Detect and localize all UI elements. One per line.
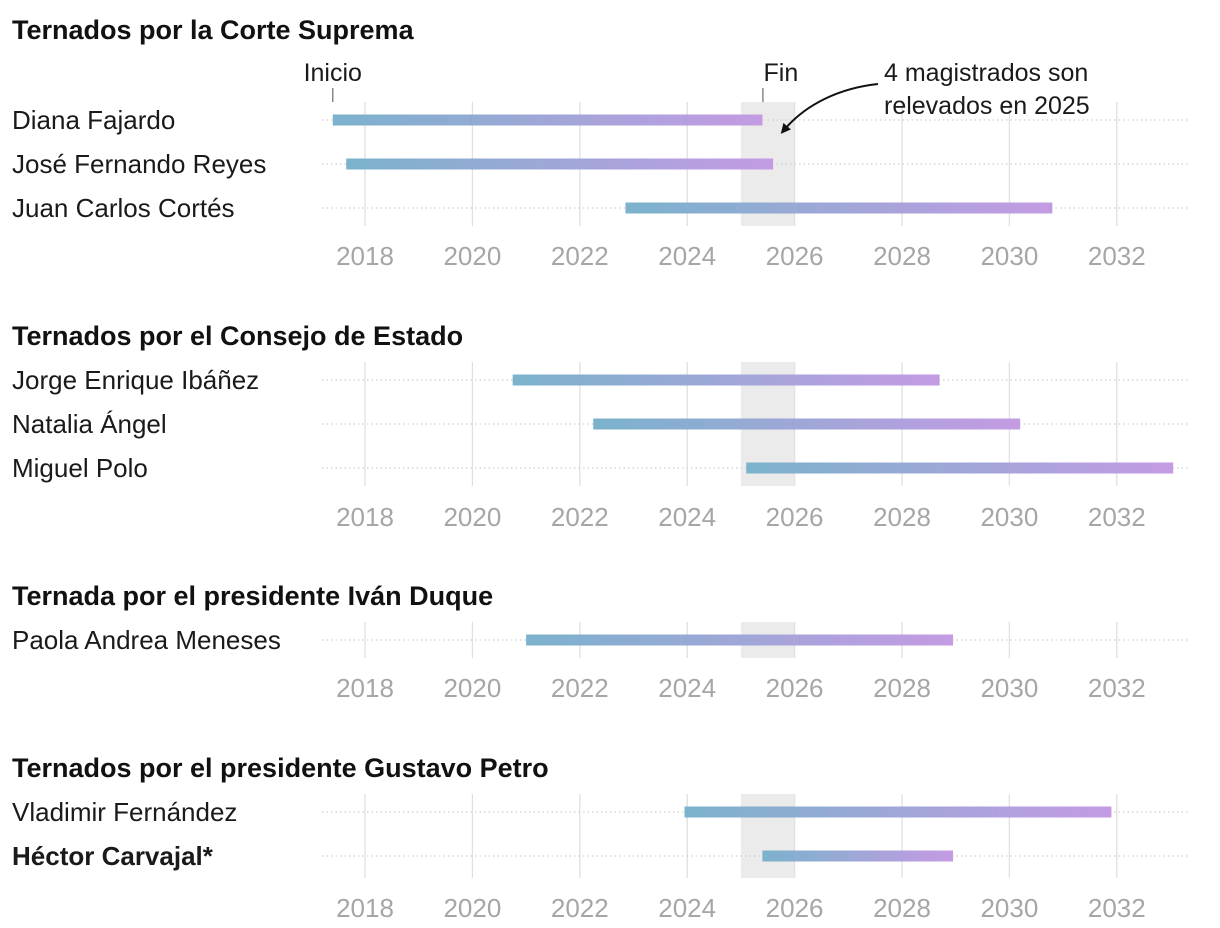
annotation-line-2: relevados en 2025 (884, 92, 1090, 120)
row-label: Jorge Enrique Ibáñez (12, 365, 259, 395)
row-label: Héctor Carvajal* (12, 841, 214, 871)
tick-label: 2026 (766, 673, 824, 703)
tick-label: 2018 (336, 241, 394, 271)
row-label: Natalia Ángel (12, 409, 167, 439)
start-label: Inicio (304, 59, 362, 87)
timeline-bar (526, 634, 954, 646)
tick-label: 2028 (873, 502, 931, 532)
tick-label: 2032 (1088, 893, 1146, 923)
tick-label: 2024 (658, 673, 716, 703)
tick-label: 2024 (658, 502, 716, 532)
tick-label: 2018 (336, 502, 394, 532)
timeline-bar (346, 158, 774, 170)
tick-label: 2030 (980, 893, 1038, 923)
timeline-bar (762, 850, 954, 862)
timeline-bar (512, 374, 940, 386)
timeline-bar (625, 202, 1053, 214)
tick-label: 2030 (980, 241, 1038, 271)
row-label: Diana Fajardo (12, 105, 175, 135)
tick-label: 2028 (873, 893, 931, 923)
timeline-bar (332, 114, 763, 126)
annotation-arrow (780, 83, 879, 134)
group-title: Ternados por el presidente Gustavo Petro (12, 753, 549, 783)
timeline-bar (593, 418, 1021, 430)
tick-label: 2030 (980, 502, 1038, 532)
tick-label: 2022 (551, 893, 609, 923)
tick-label: 2032 (1088, 241, 1146, 271)
tick-label: 2032 (1088, 502, 1146, 532)
tick-label: 2022 (551, 673, 609, 703)
tick-label: 2026 (766, 502, 824, 532)
tick-label: 2020 (443, 673, 501, 703)
row-label: Vladimir Fernández (12, 797, 237, 827)
tick-label: 2028 (873, 673, 931, 703)
group-title: Ternados por la Corte Suprema (12, 15, 415, 45)
tick-label: 2020 (443, 502, 501, 532)
tick-label: 2026 (766, 893, 824, 923)
row-label: Paola Andrea Meneses (12, 625, 281, 655)
tick-label: 2022 (551, 502, 609, 532)
timeline-bar (684, 806, 1112, 818)
tick-label: 2028 (873, 241, 931, 271)
tick-label: 2024 (658, 893, 716, 923)
tick-label: 2018 (336, 673, 394, 703)
group-title: Ternados por el Consejo de Estado (12, 321, 463, 351)
tick-label: 2026 (766, 241, 824, 271)
tick-label: 2018 (336, 893, 394, 923)
group-title: Ternada por el presidente Iván Duque (12, 581, 493, 611)
annotation-line-1: 4 magistrados son (884, 59, 1088, 87)
row-label: Miguel Polo (12, 453, 148, 483)
row-label: Juan Carlos Cortés (12, 193, 235, 223)
tick-label: 2022 (551, 241, 609, 271)
tick-label: 2020 (443, 893, 501, 923)
tick-label: 2020 (443, 241, 501, 271)
end-label: Fin (764, 59, 799, 87)
tick-label: 2032 (1088, 673, 1146, 703)
tick-label: 2024 (658, 241, 716, 271)
row-label: José Fernando Reyes (12, 149, 266, 179)
tick-label: 2030 (980, 673, 1038, 703)
timeline-bar (746, 462, 1174, 474)
